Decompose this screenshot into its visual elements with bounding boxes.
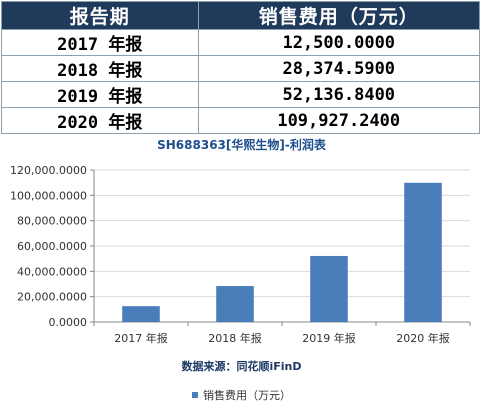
- period-cell: 2018 年报: [1, 55, 199, 82]
- sales-expense-table: 报告期 销售费用（万元） 2017 年报 12,500.0000 2018 年报…: [1, 1, 480, 134]
- table-row: 2018 年报 28,374.5900: [1, 55, 480, 82]
- legend-swatch: [192, 392, 198, 398]
- period-cell: 2017 年报: [1, 29, 199, 56]
- header-period: 报告期: [1, 1, 199, 30]
- period-cell: 2020 年报: [1, 107, 199, 134]
- value-cell: 12,500.0000: [197, 29, 480, 56]
- x-tick-label: 2017 年报: [114, 331, 168, 345]
- table-row: 2020 年报 109,927.2400: [1, 107, 480, 134]
- y-tick-label: 0.0000: [49, 316, 88, 329]
- value-cell: 52,136.8400: [197, 81, 480, 108]
- chart-legend: 销售费用（万元）: [0, 387, 483, 403]
- value-cell: 28,374.5900: [197, 55, 480, 82]
- table-header-row: 报告期 销售费用（万元）: [1, 1, 480, 30]
- legend-label: 销售费用（万元）: [203, 389, 291, 402]
- x-tick-label: 2019 年报: [302, 331, 356, 345]
- chart-title: SH688363[华熙生物]-利润表: [157, 138, 326, 152]
- bar: [310, 255, 348, 322]
- y-tick-label: 40,000.0000: [17, 265, 87, 278]
- value-cell: 109,927.2400: [197, 107, 480, 134]
- x-tick-label: 2018 年报: [208, 331, 262, 345]
- header-sales-expense: 销售费用（万元）: [197, 1, 480, 30]
- bar: [216, 286, 254, 322]
- y-tick-label: 120,000.0000: [10, 164, 87, 177]
- x-tick-label: 2020 年报: [396, 331, 450, 345]
- data-source-note: 数据来源：同花顺iFinD: [181, 360, 302, 373]
- table-row: 2017 年报 12,500.0000: [1, 29, 480, 56]
- period-cell: 2019 年报: [1, 81, 199, 108]
- y-tick-label: 20,000.0000: [17, 291, 87, 304]
- bar: [122, 306, 160, 322]
- table-row: 2019 年报 52,136.8400: [1, 81, 480, 108]
- bar: [404, 182, 442, 322]
- y-tick-label: 60,000.0000: [17, 240, 87, 253]
- y-tick-label: 80,000.0000: [17, 215, 87, 228]
- y-tick-label: 100,000.0000: [10, 189, 87, 202]
